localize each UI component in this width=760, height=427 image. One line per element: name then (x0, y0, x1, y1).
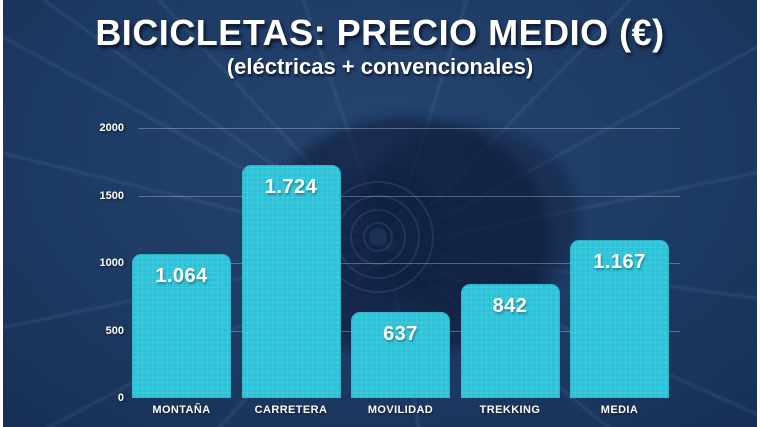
x-axis-labels: MONTAÑA CARRETERA MOVILIDAD TREKKING MEDIA (132, 404, 669, 416)
bar-value-label: 842 (492, 295, 528, 318)
category-label: MONTAÑA (152, 404, 211, 416)
page-subtitle: (eléctricas + convencionales) (226, 53, 534, 79)
left-margin-strip (0, 0, 3, 427)
bar: 1.724 (241, 165, 341, 398)
gridline (138, 128, 680, 129)
category-label: CARRETERA (254, 404, 328, 416)
category-label: MEDIA (600, 404, 639, 416)
bar-column: 1.064 (132, 128, 231, 398)
category-label: TREKKING (479, 404, 541, 416)
gridline (138, 263, 680, 264)
bar-column: 842 (460, 128, 560, 398)
bar: 1.167 (570, 240, 669, 398)
bar-value-label: 1.064 (155, 265, 208, 288)
bar-column: 1.167 (570, 128, 669, 398)
page-title: BICICLETAS: PRECIO MEDIO (€) (95, 12, 665, 53)
y-tick-label: 2000 (99, 122, 124, 134)
bar-value-label: 637 (383, 323, 418, 346)
bar: 842 (460, 284, 560, 398)
y-tick-label: 1500 (99, 189, 124, 202)
bar-column: 1.724 (241, 128, 341, 398)
bars-row: 1.064 1.724 637 842 1.167 (132, 128, 669, 398)
category-label: MOVILIDAD (367, 404, 434, 416)
bar-value-label: 1.724 (264, 176, 318, 199)
y-tick-label: 500 (105, 324, 124, 337)
y-tick-label: 1000 (99, 257, 124, 269)
right-margin-strip (757, 0, 760, 427)
y-tick-label: 0 (117, 392, 124, 404)
bar: 1.064 (132, 254, 231, 398)
bar-value-label: 1.167 (593, 251, 646, 274)
gridline (138, 195, 680, 197)
bar-column: 637 (351, 128, 450, 398)
chart-header: BICICLETAS: PRECIO MEDIO (€) (eléctricas… (0, 13, 760, 80)
bar: 637 (351, 312, 450, 398)
